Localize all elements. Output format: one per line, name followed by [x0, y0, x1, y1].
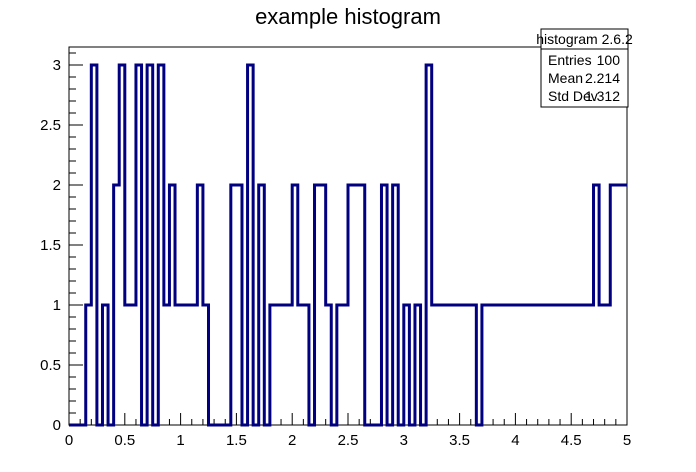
stats-entries-value: 100 [597, 52, 621, 68]
x-tick-label: 0 [65, 432, 73, 449]
histogram-bin [560, 305, 566, 425]
histogram-bin [181, 305, 187, 425]
histogram-bin [275, 305, 281, 425]
histogram-bin [566, 305, 572, 425]
x-tick-label: 2.5 [338, 432, 359, 449]
histogram-bin [515, 305, 521, 425]
chart-title: example histogram [255, 4, 441, 29]
histogram-bin [577, 305, 583, 425]
histogram-bin [493, 305, 499, 425]
histogram-bin [175, 305, 181, 425]
x-axis: 0 0.5 1 1.5 2 2.5 3 3.5 4 4.5 5 [65, 413, 631, 449]
y-tick-label: 1 [53, 297, 61, 314]
histogram-bin [454, 305, 460, 425]
histogram-bin [443, 305, 449, 425]
x-tick-label: 1.5 [226, 432, 247, 449]
stats-box: histogram 2.6.2 Entries 100 Mean 2.214 S… [536, 28, 633, 108]
stats-mean-value: 2.214 [585, 70, 620, 86]
y-tick-label: 0 [53, 417, 61, 434]
histogram-bin [437, 305, 443, 425]
histogram-bin [504, 305, 510, 425]
histogram-bin [354, 185, 360, 425]
histogram-bin [543, 305, 549, 425]
histogram-bin [599, 305, 605, 425]
histogram-bin [616, 185, 622, 425]
y-tick-label: 2 [53, 177, 61, 194]
y-tick-label: 1.5 [40, 237, 61, 254]
histogram-bin [554, 305, 560, 425]
stats-mean-label: Mean [548, 70, 583, 86]
x-tick-label: 4.5 [561, 432, 582, 449]
stats-entries-label: Entries [548, 52, 592, 68]
histogram-bin [521, 305, 527, 425]
stats-stddev-label: Std Dev [548, 88, 598, 104]
histogram-bin [499, 305, 505, 425]
histogram-bin [130, 305, 136, 425]
x-tick-label: 2 [288, 432, 296, 449]
x-tick-label: 3 [400, 432, 408, 449]
histogram-bin [298, 305, 304, 425]
histogram-bin [549, 305, 555, 425]
stats-box-title: histogram 2.6.2 [536, 31, 633, 47]
histogram-bin [571, 305, 577, 425]
y-tick-label: 2.5 [40, 117, 61, 134]
x-tick-label: 3.5 [449, 432, 470, 449]
histogram-bin [527, 305, 533, 425]
x-tick-label: 4 [511, 432, 519, 449]
histogram-bin [125, 305, 131, 425]
histogram-bin [510, 305, 516, 425]
histogram-bin [186, 305, 192, 425]
histogram-bin [465, 305, 471, 425]
histogram-bars [86, 65, 627, 425]
x-tick-label: 5 [623, 432, 631, 449]
y-tick-label: 3 [53, 57, 61, 74]
histogram-bin [588, 305, 594, 425]
histogram-bin [621, 185, 627, 425]
histogram-bin [164, 305, 170, 425]
histogram-bin [488, 305, 494, 425]
histogram-bin [532, 305, 538, 425]
x-tick-label: 1 [176, 432, 184, 449]
stats-stddev-value: 1.312 [585, 88, 620, 104]
histogram-bin [192, 305, 198, 425]
histogram-bin [342, 305, 348, 425]
histogram-bin [460, 305, 466, 425]
y-axis: 0 0.5 1 1.5 2 2.5 3 [40, 52, 83, 434]
x-tick-label: 0.5 [114, 432, 135, 449]
histogram-outline [69, 63, 627, 427]
histogram-bin [448, 305, 454, 425]
histogram-bin [538, 305, 544, 425]
histogram-bin [281, 305, 287, 425]
histogram-bin [432, 305, 438, 425]
histogram-bin [605, 305, 611, 425]
histogram-bin [582, 305, 588, 425]
histogram-bin [287, 305, 293, 425]
y-tick-label: 0.5 [40, 357, 61, 374]
stats-box-frame [540, 28, 629, 108]
